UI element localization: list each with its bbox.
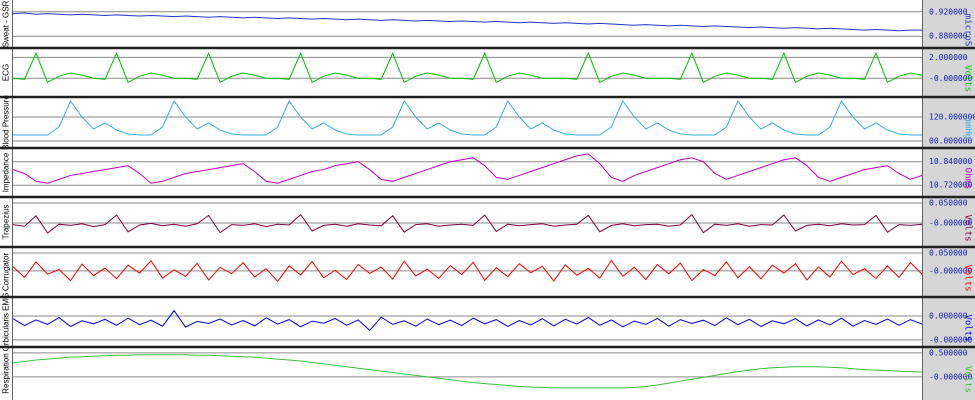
channel-label: Impedance xyxy=(2,152,11,192)
signal-line xyxy=(12,213,923,234)
y-tick-label: 10.840000 xyxy=(929,157,973,166)
channel-label: Trapezius xyxy=(2,205,11,240)
y-tick-label: 00.000000 xyxy=(929,137,973,146)
channel-label: Sweat - GSR xyxy=(2,0,11,47)
signal-line xyxy=(12,259,923,283)
channel-label: Respiration xyxy=(2,353,11,393)
unit-label: Volts xyxy=(963,264,973,291)
y-tick-label: 0.880000 xyxy=(929,32,968,41)
y-tick-label: 0.920000 xyxy=(929,7,968,16)
y-tick-label: -0.000000 xyxy=(929,74,973,83)
y-tick-label: -0.000000 xyxy=(929,372,973,381)
channel-label: Blood Pressure xyxy=(2,95,11,150)
unit-label: Volts xyxy=(963,65,973,92)
unit-label: microS xyxy=(963,14,973,47)
scale-panel xyxy=(922,0,975,400)
channel-label: Corrugator xyxy=(2,253,11,292)
channel-label: ECG xyxy=(2,64,11,81)
y-tick-label: 2.000000 xyxy=(929,53,968,62)
y-tick-label: -0.000000 xyxy=(929,219,973,228)
signal-line xyxy=(12,354,923,389)
channel-label: Orbicularis EMG xyxy=(2,293,11,352)
y-tick-label: 120.000000 xyxy=(929,113,975,122)
unit-label: Volts xyxy=(963,314,973,341)
signal-line xyxy=(12,153,923,184)
signal-line xyxy=(12,309,923,332)
y-tick-label: 0.050000 xyxy=(929,199,968,208)
y-tick-label: -0.000000 xyxy=(929,266,973,275)
y-tick-label: 0.050000 xyxy=(929,248,968,257)
y-tick-label: 0.500000 xyxy=(929,348,968,357)
unit-label: Ohms xyxy=(963,168,973,190)
signal-line xyxy=(12,12,922,32)
y-tick-label: -0.000000 xyxy=(929,335,973,344)
y-tick-label: 0.000000 xyxy=(929,312,968,321)
y-tick-label: 10.720000 xyxy=(929,181,973,190)
unit-label: Volts xyxy=(963,366,973,393)
signal-line xyxy=(13,99,922,136)
unit-label: Volts xyxy=(963,214,973,241)
unit-label: mmHg xyxy=(963,118,973,140)
signal-line xyxy=(12,51,923,84)
